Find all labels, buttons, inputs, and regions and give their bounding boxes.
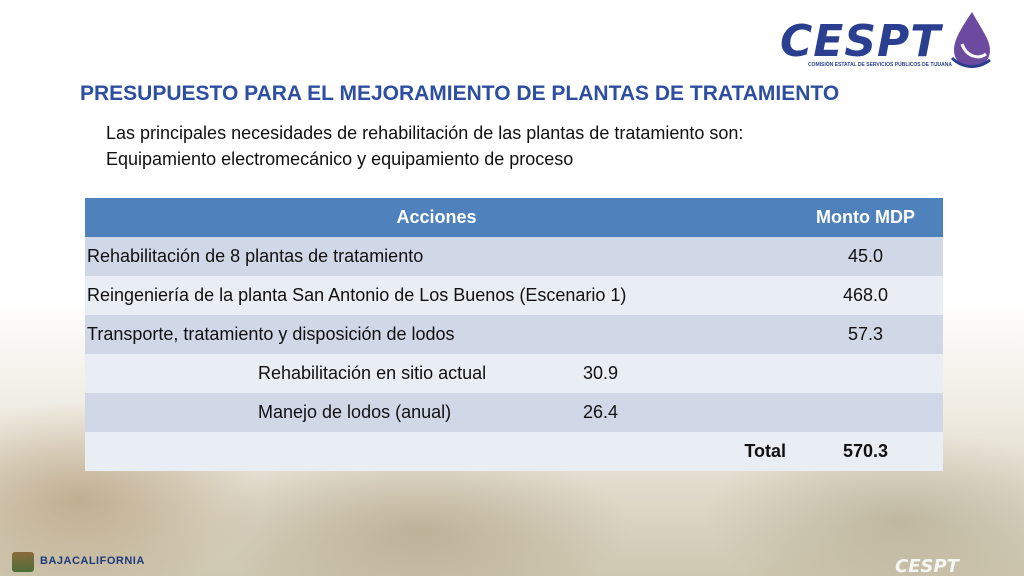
subrow-label: Rehabilitación en sitio actual	[258, 363, 487, 383]
total-value: 570.3	[788, 432, 943, 471]
subrow-label: Manejo de lodos (anual)	[258, 402, 452, 422]
row-desc: Transporte, tratamiento y disposición de…	[85, 315, 788, 354]
table-row: Rehabilitación de 8 plantas de tratamien…	[85, 237, 943, 276]
table-subrow: Manejo de lodos (anual) 26.4	[85, 393, 943, 432]
row-monto: 468.0	[788, 276, 943, 315]
intro-line-1: Las principales necesidades de rehabilit…	[106, 123, 744, 143]
cespt-logo-tagline: COMISIÓN ESTATAL DE SERVICIOS PÚBLICOS D…	[808, 62, 952, 68]
cespt-logo-word: CESPT	[780, 16, 942, 67]
table-subrow: Rehabilitación en sitio actual 30.9	[85, 354, 943, 393]
header-acciones: Acciones	[85, 198, 788, 237]
row-monto: 57.3	[788, 315, 943, 354]
table-header-row: Acciones Monto MDP	[85, 198, 943, 237]
subrow-empty	[788, 354, 943, 393]
page-title: PRESUPUESTO PARA EL MEJORAMIENTO DE PLAN…	[80, 82, 840, 105]
subrow-cell: Manejo de lodos (anual) 26.4	[85, 393, 788, 432]
row-desc: Reingeniería de la planta San Antonio de…	[85, 276, 788, 315]
intro-line-2: Equipamiento electromecánico y equipamie…	[106, 149, 574, 169]
table-total-row: Total 570.3	[85, 432, 943, 471]
header-monto: Monto MDP	[788, 198, 943, 237]
budget-table: Acciones Monto MDP Rehabilitación de 8 p…	[85, 198, 943, 471]
water-drop-icon	[950, 12, 991, 68]
subrow-value: 30.9	[583, 363, 619, 383]
table-row: Transporte, tratamiento y disposición de…	[85, 315, 943, 354]
state-crest-icon	[12, 552, 34, 572]
cespt-logo: CESPT COMISIÓN ESTATAL DE SERVICIOS PÚBL…	[780, 10, 995, 72]
subrow-value: 26.4	[583, 402, 619, 422]
subrow-cell: Rehabilitación en sitio actual 30.9	[85, 354, 788, 393]
subrow-empty	[788, 393, 943, 432]
intro-text: Las principales necesidades de rehabilit…	[106, 120, 743, 172]
baja-california-logo-text: BAJACALIFORNIA	[40, 555, 145, 567]
total-label: Total	[85, 432, 788, 471]
cespt-footer-logo: CESPT	[895, 556, 959, 577]
table-row: Reingeniería de la planta San Antonio de…	[85, 276, 943, 315]
baja-california-logo: BAJACALIFORNIA	[12, 552, 152, 572]
row-monto: 45.0	[788, 237, 943, 276]
row-desc: Rehabilitación de 8 plantas de tratamien…	[85, 237, 788, 276]
